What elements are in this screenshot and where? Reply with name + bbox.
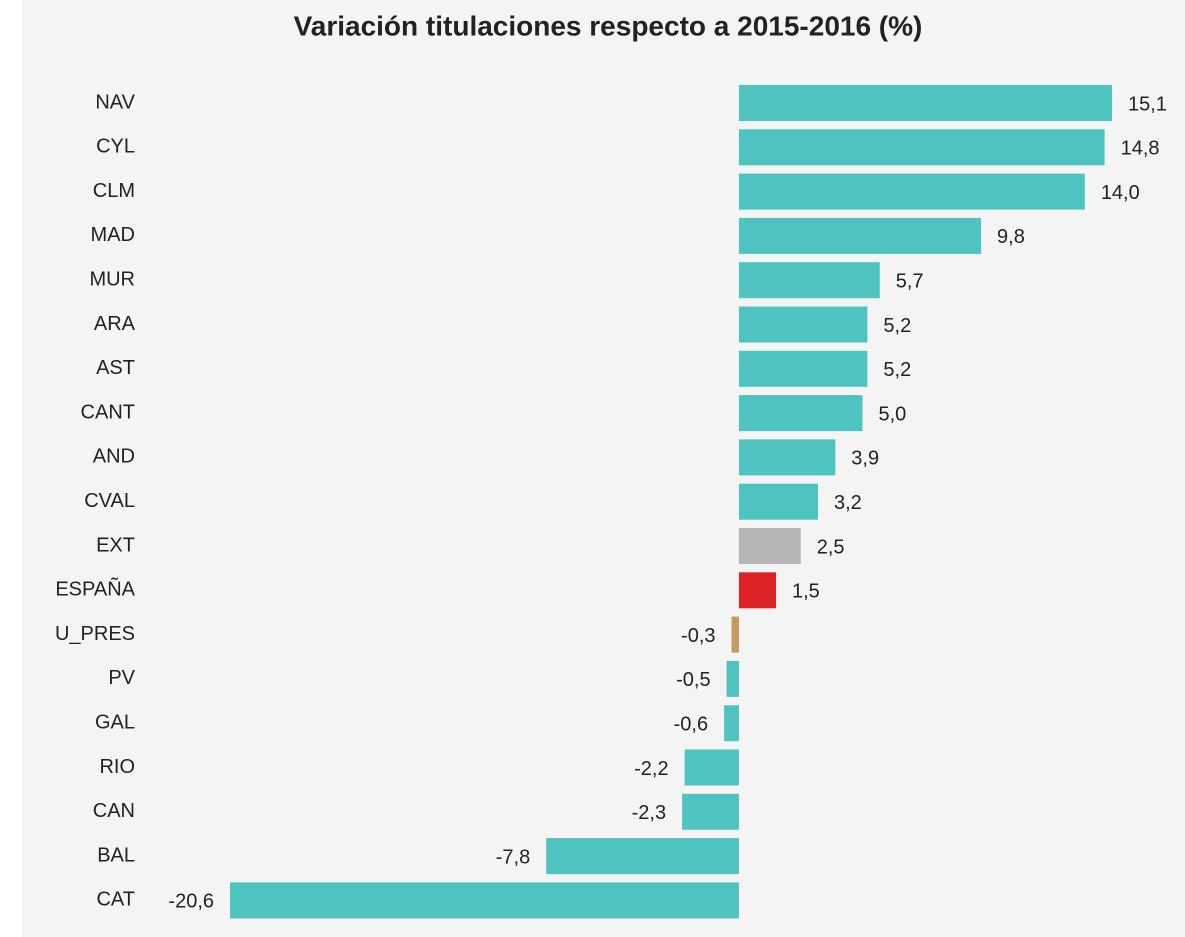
data-label: -0,3 — [681, 625, 715, 647]
data-label: 14,0 — [1101, 182, 1140, 204]
bar — [726, 660, 739, 697]
y-tick-label: U_PRES — [55, 623, 135, 645]
data-label: 1,5 — [792, 581, 820, 603]
y-tick-label: CVAL — [84, 490, 135, 512]
chart-title: Variación titulaciones respecto a 2015-2… — [294, 10, 923, 41]
data-label: 5,2 — [883, 315, 911, 337]
y-tick-label: BAL — [97, 844, 135, 866]
bar — [738, 439, 836, 476]
data-label: -2,2 — [634, 758, 668, 780]
y-tick-label: GAL — [95, 711, 135, 733]
y-tick-label: ESPAÑA — [55, 577, 135, 601]
bar — [230, 882, 739, 919]
y-tick-label: RIO — [99, 756, 135, 778]
bar — [546, 838, 739, 875]
bar — [738, 483, 818, 520]
bar — [682, 793, 739, 830]
data-label: 2,5 — [817, 536, 845, 558]
y-tick-label: MAD — [91, 224, 135, 246]
bar — [738, 306, 868, 343]
data-label: 15,1 — [1128, 93, 1167, 115]
y-tick-label: CYL — [96, 136, 135, 158]
y-tick-label: ARA — [94, 313, 136, 335]
y-tick-label: MUR — [89, 268, 135, 290]
bar — [738, 395, 863, 432]
data-label: 9,8 — [997, 226, 1025, 248]
bar — [738, 217, 982, 254]
bar — [731, 616, 739, 653]
bar — [738, 572, 776, 609]
y-tick-label: CANT — [81, 401, 135, 423]
y-tick-label: CAN — [93, 800, 135, 822]
y-tick-label: CAT — [96, 889, 135, 911]
bar — [738, 129, 1105, 166]
bar — [738, 173, 1085, 210]
bar — [738, 528, 801, 564]
bar — [724, 705, 739, 742]
data-label: -2,3 — [632, 802, 666, 824]
data-label: 3,9 — [851, 448, 879, 470]
bar — [684, 749, 739, 786]
y-tick-label: CLM — [93, 180, 135, 202]
y-tick-label: NAV — [95, 91, 135, 113]
data-label: -7,8 — [496, 846, 530, 868]
y-tick-label: AND — [93, 446, 135, 468]
y-tick-label: EXT — [96, 534, 135, 556]
data-label: -20,6 — [168, 891, 214, 913]
bar — [738, 262, 880, 299]
data-label: -0,5 — [676, 669, 710, 691]
data-label: 5,0 — [878, 403, 906, 425]
y-tick-label: PV — [108, 667, 135, 689]
data-label: 5,2 — [883, 359, 911, 381]
data-label: 5,7 — [896, 270, 924, 292]
data-label: 3,2 — [834, 492, 862, 514]
data-label: 14,8 — [1121, 138, 1160, 160]
data-label: -0,6 — [674, 713, 708, 735]
bar — [738, 85, 1112, 121]
y-tick-label: AST — [96, 357, 135, 379]
bar — [738, 350, 868, 387]
